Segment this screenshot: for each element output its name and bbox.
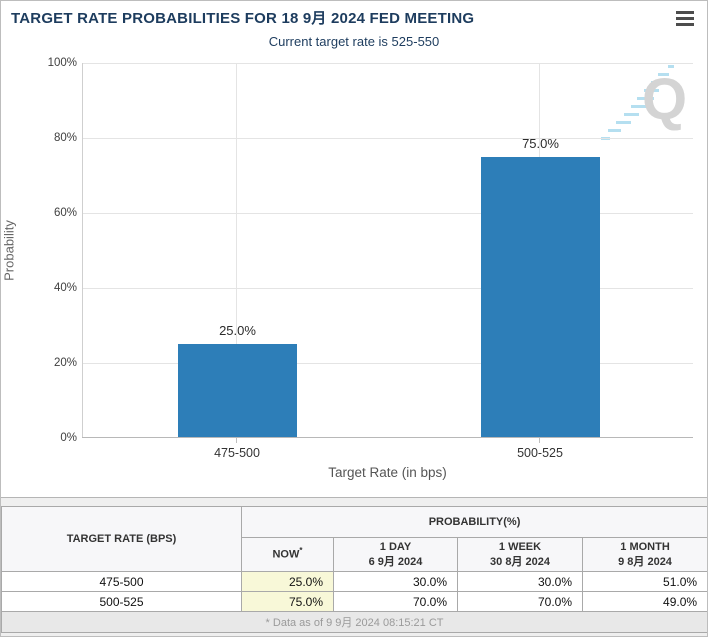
hamburger-menu-icon[interactable] [676,11,694,27]
bar-475-500[interactable] [178,344,297,438]
table-row: 500-525 75.0% 70.0% 70.0% 49.0% [1,591,707,612]
col-header-1day: 1 DAY 6 9月 2024 [333,537,458,572]
gridline-100 [82,63,693,64]
bar-value-label: 25.0% [219,323,256,339]
ytick-0: 0% [60,432,77,444]
chart-subtitle: Current target rate is 525-550 [268,34,440,49]
gridline-cat1 [236,63,237,438]
bar-500-525[interactable] [481,156,600,438]
ytick-80: 80% [53,132,77,144]
rate-cell: 500-525 [1,591,242,612]
col-header-target-rate: TARGET RATE (BPS) [1,506,242,572]
x-axis-line [82,437,693,438]
ytick-20: 20% [53,357,77,369]
data-asof-footnote: * Data as of 9 9月 2024 08:15:21 CT [1,611,707,633]
xtick-cat2 [539,438,540,443]
category-label-475-500: 475-500 [214,446,260,460]
month-cell: 51.0% [581,571,707,592]
bar-value-label: 75.0% [522,135,559,151]
month-cell: 49.0% [581,591,707,612]
week-cell: 70.0% [457,591,583,612]
y-axis-line [82,63,83,438]
ytick-60: 60% [53,207,77,219]
rate-cell: 475-500 [1,571,242,592]
col-header-now: NOW* [241,537,334,572]
group-header-probability: PROBABILITY(%) [240,506,707,538]
y-axis-title: Probability [1,220,17,281]
gridline-20 [82,363,693,364]
week-cell: 30.0% [457,571,583,592]
chart-panel: TARGET RATE PROBABILITIES FOR 18 9月 2024… [1,1,707,498]
now-cell: 25.0% [241,571,334,592]
xtick-cat1 [236,438,237,443]
gridline-40 [82,288,693,289]
day-cell: 30.0% [333,571,458,592]
ytick-40: 40% [53,282,77,294]
probability-table: TARGET RATE (BPS) PROBABILITY(%) NOW* 1 … [1,506,707,633]
col-header-1week: 1 WEEK 30 8月 2024 [457,537,583,572]
quikstrike-watermark-q-icon: Q [642,67,688,132]
day-cell: 70.0% [333,591,458,612]
table-row: 475-500 25.0% 30.0% 30.0% 51.0% [1,571,707,592]
chart-title: TARGET RATE PROBABILITIES FOR 18 9月 2024… [11,10,475,27]
plot-area: 25.0% 75.0% [82,63,693,438]
col-header-1month: 1 MONTH 9 8月 2024 [581,537,707,572]
now-cell: 75.0% [241,591,334,612]
x-axis-title: Target Rate (in bps) [328,465,447,480]
gridline-60 [82,213,693,214]
gridline-80 [82,138,693,139]
category-label-500-525: 500-525 [517,446,563,460]
ytick-100: 100% [47,57,77,69]
